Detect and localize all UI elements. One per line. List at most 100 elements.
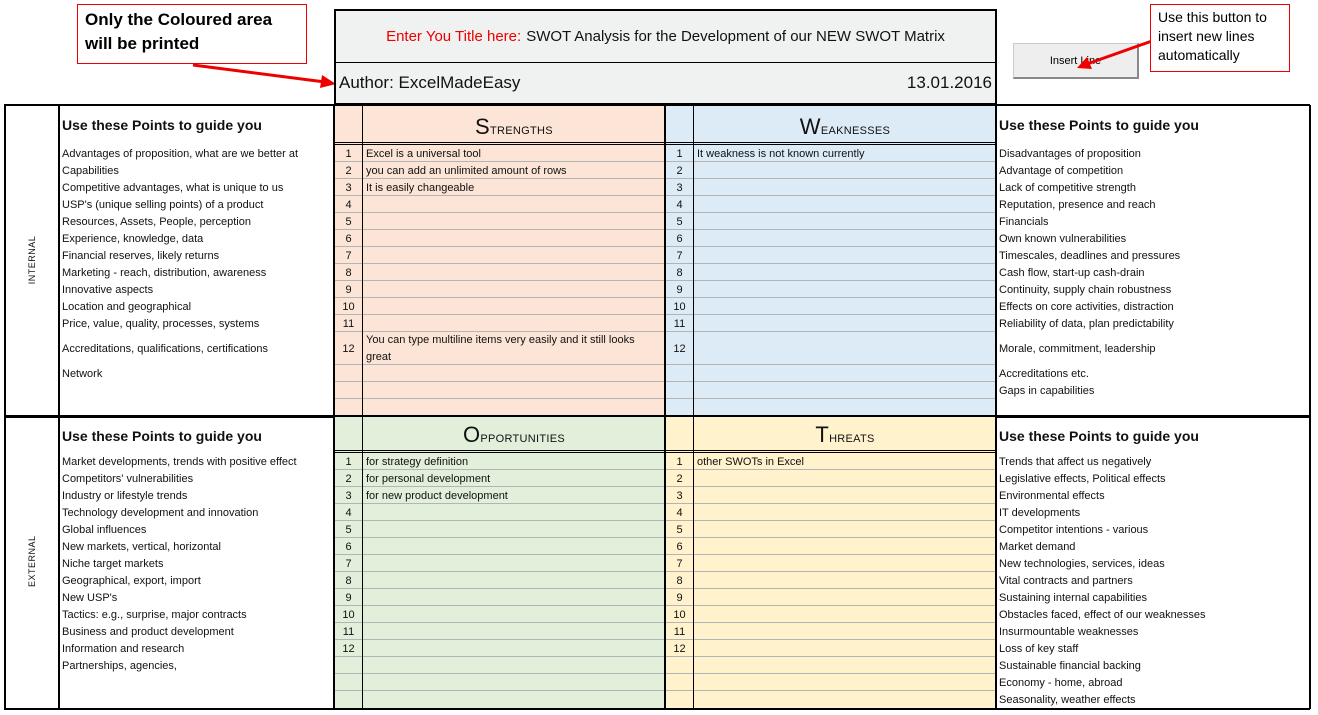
weaknesses-area (665, 105, 996, 417)
opportunities-row-number: 8 (345, 574, 352, 587)
strengths-item[interactable]: you can add an unlimited amount of rows (366, 164, 567, 177)
weaknesses-item[interactable] (694, 230, 996, 247)
strengths-row-number: 3 (345, 181, 352, 194)
weaknesses-item[interactable] (694, 298, 996, 315)
threats-item[interactable] (694, 623, 996, 640)
threats-item[interactable] (694, 555, 996, 572)
weaknesses-item[interactable] (694, 281, 996, 298)
threats-item[interactable] (694, 606, 996, 623)
strengths-item[interactable] (363, 365, 665, 382)
date[interactable]: 13.01.2016 (906, 73, 992, 92)
left-guide-item: Competitive advantages, what is unique t… (62, 181, 284, 194)
opportunities-item[interactable] (363, 572, 665, 589)
strengths-item[interactable] (363, 315, 665, 332)
opportunities-row-number: 7 (345, 557, 352, 570)
strengths-item[interactable]: It is easily changeable (366, 181, 475, 194)
weaknesses-item[interactable] (694, 264, 996, 281)
strengths-item[interactable] (363, 382, 665, 399)
weaknesses-item[interactable]: It weakness is not known currently (697, 147, 865, 160)
threats-item[interactable] (694, 470, 996, 487)
weaknesses-item[interactable] (694, 365, 996, 382)
strengths-row-number: 4 (345, 198, 352, 211)
threats-item[interactable] (694, 589, 996, 606)
page-title[interactable]: SWOT Analysis for the Development of our… (526, 28, 945, 45)
threats-item[interactable] (694, 691, 996, 709)
right-guide-item: Lack of competitive strength (999, 181, 1136, 194)
left-guide-item: Location and geographical (62, 300, 192, 313)
author[interactable]: Author: ExcelMadeEasy (339, 73, 521, 92)
opportunities-row-number: 11 (342, 625, 355, 638)
threats-row-number: 2 (676, 472, 683, 485)
opportunities-item[interactable]: for new product development (366, 489, 508, 502)
left-guide-heading: Use these Points to guide you (62, 428, 262, 444)
right-guide-item: Continuity, supply chain robustness (999, 283, 1172, 296)
threats-row-number: 6 (676, 540, 683, 553)
strengths-item[interactable] (363, 213, 665, 230)
weaknesses-row-number: 2 (676, 164, 683, 177)
weaknesses-row-number: 10 (673, 300, 686, 313)
weaknesses-item[interactable] (694, 315, 996, 332)
opportunities-item[interactable] (363, 538, 665, 555)
opportunities-item[interactable] (363, 674, 665, 691)
right-guide-item: Financials (999, 215, 1049, 228)
right-guide-item: Insurmountable weaknesses (999, 625, 1139, 638)
opportunities-item[interactable] (363, 640, 665, 657)
left-guide-item: New markets, vertical, horizontal (62, 540, 221, 553)
right-guide-item: Seasonality, weather effects (999, 694, 1136, 706)
strengths-item[interactable]: Excel is a universal tool (366, 147, 481, 160)
left-guide-item: Network (62, 367, 103, 380)
left-guide-item: Price, value, quality, processes, system… (62, 317, 260, 330)
opportunities-row-number: 5 (345, 523, 352, 536)
weaknesses-item[interactable] (694, 213, 996, 230)
threats-row-number: 11 (673, 625, 686, 638)
arrow-to-button-icon (1077, 39, 1153, 69)
threats-row-number: 7 (676, 557, 683, 570)
opportunities-item[interactable] (363, 589, 665, 606)
threats-item[interactable] (694, 487, 996, 504)
insert-hint-note: Use this button to insert new lines auto… (1150, 4, 1290, 72)
left-guide-item: Niche target markets (62, 557, 164, 570)
strengths-item[interactable] (363, 196, 665, 213)
threats-item[interactable] (694, 640, 996, 657)
block-border (4, 104, 1310, 106)
threats-item[interactable] (694, 521, 996, 538)
opportunities-item[interactable] (363, 657, 665, 674)
threats-item[interactable] (694, 538, 996, 555)
strengths-item[interactable] (363, 281, 665, 298)
opportunities-item[interactable] (363, 623, 665, 640)
strengths-row-number: 1 (345, 147, 352, 160)
weaknesses-row-number: 3 (676, 181, 683, 194)
threats-item[interactable] (694, 572, 996, 589)
strengths-item[interactable] (363, 247, 665, 264)
opportunities-item[interactable] (363, 606, 665, 623)
strengths-item[interactable] (363, 264, 665, 281)
strengths-item[interactable] (363, 298, 665, 315)
threats-item[interactable] (694, 674, 996, 691)
opportunities-item[interactable]: for strategy definition (366, 455, 469, 468)
left-guide-item: Marketing - reach, distribution, awarene… (62, 266, 267, 279)
weaknesses-row-number: 1 (676, 147, 683, 160)
title-row[interactable]: Enter You Title here: SWOT Analysis for … (336, 11, 995, 63)
weaknesses-item[interactable] (694, 332, 996, 365)
right-guide-item: Advantage of competition (999, 164, 1124, 177)
block-border (4, 415, 1310, 417)
threats-item[interactable] (694, 504, 996, 521)
strengths-item[interactable] (363, 230, 665, 247)
weaknesses-item[interactable] (694, 162, 996, 179)
weaknesses-item[interactable] (694, 382, 996, 399)
weaknesses-item[interactable] (694, 247, 996, 264)
opportunities-item[interactable]: for personal development (366, 472, 491, 485)
opportunities-item[interactable] (363, 504, 665, 521)
strengths-item[interactable]: You can type multiline items very easily… (366, 333, 635, 363)
right-guide-item: Reliability of data, plan predictability (999, 317, 1174, 330)
insert-line-button[interactable]: Insert Line (1013, 43, 1139, 79)
threats-row-number: 5 (676, 523, 683, 536)
weaknesses-item[interactable] (694, 179, 996, 196)
weaknesses-item[interactable] (694, 196, 996, 213)
threats-item[interactable]: other SWOTs in Excel (697, 455, 804, 468)
threats-item[interactable] (694, 657, 996, 674)
opportunities-item[interactable] (363, 691, 665, 709)
right-guide-item: Competitor intentions - various (999, 523, 1149, 536)
opportunities-item[interactable] (363, 521, 665, 538)
opportunities-item[interactable] (363, 555, 665, 572)
